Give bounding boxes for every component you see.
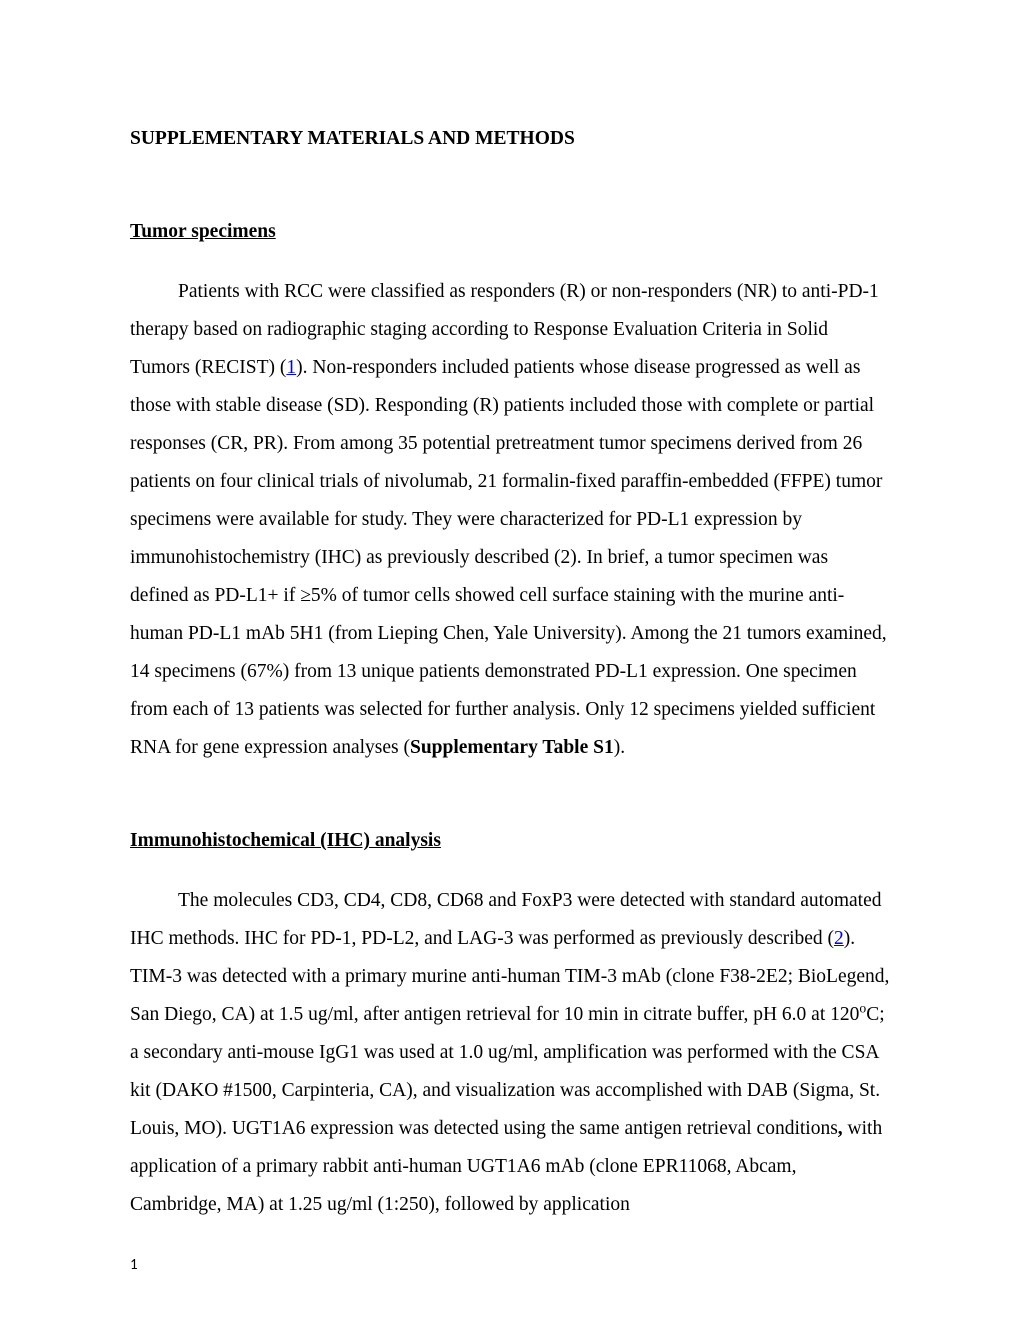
supplementary-table-ref: Supplementary Table S1: [410, 737, 614, 758]
reference-link-2[interactable]: 2: [834, 928, 844, 949]
section2-paragraph: The molecules CD3, CD4, CD8, CD68 and Fo…: [130, 882, 890, 1224]
reference-link-1[interactable]: 1: [286, 357, 296, 378]
section1-text-3: ).: [614, 737, 625, 758]
section1-heading: Tumor specimens: [130, 213, 890, 251]
section1-paragraph: Patients with RCC were classified as res…: [130, 273, 890, 767]
section2-heading: Immunohistochemical (IHC) analysis: [130, 822, 890, 860]
page-number: 1: [130, 1251, 138, 1280]
section2-text-1: The molecules CD3, CD4, CD8, CD68 and Fo…: [130, 890, 882, 949]
main-heading: SUPPLEMENTARY MATERIALS AND METHODS: [130, 120, 890, 158]
section1-text-2: ). Non-responders included patients whos…: [130, 357, 887, 758]
